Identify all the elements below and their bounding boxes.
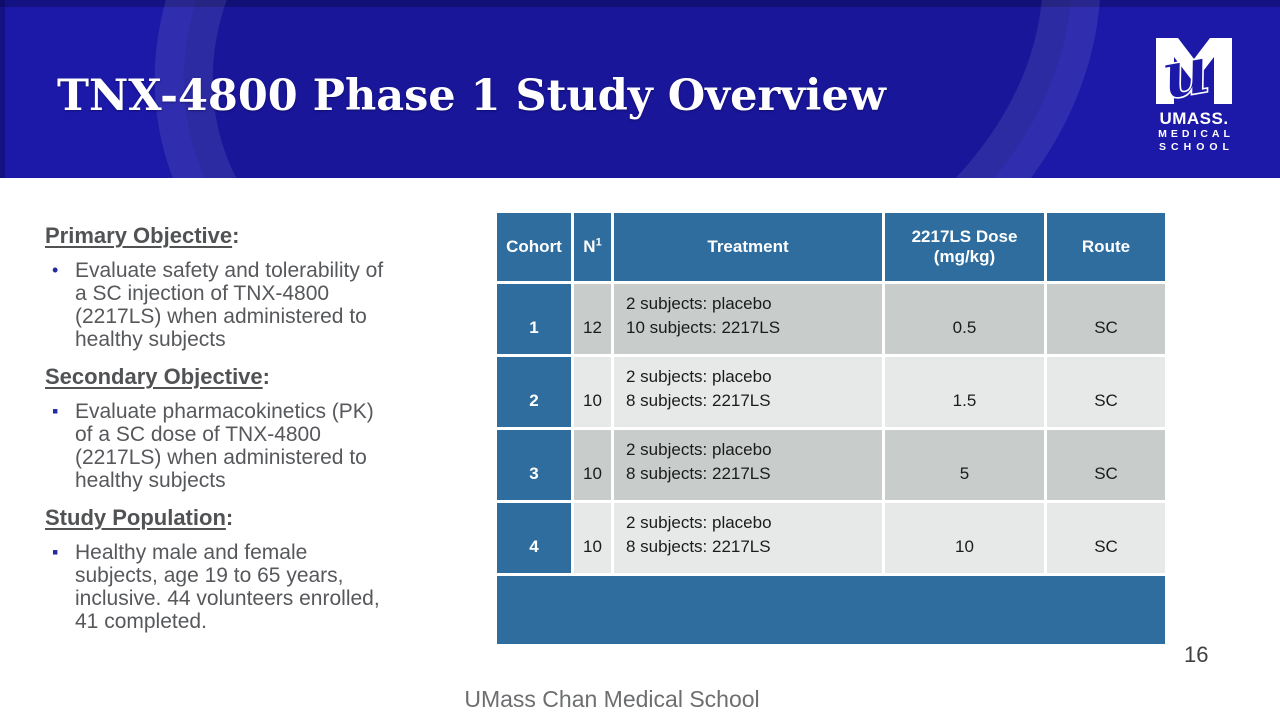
route-cell: SC [1047, 357, 1165, 427]
section-heading: Secondary Objective: [45, 364, 270, 389]
banner-swoosh-icon [154, 0, 1101, 178]
n-cell: 10 [574, 357, 611, 427]
bullet-marker: ▪ [52, 542, 59, 562]
treatment-line: 2 subjects: placebo [626, 513, 772, 532]
bullet-line: (2217LS) when administered to [75, 305, 367, 328]
page-number: 16 [1184, 642, 1209, 667]
bullet-line: (2217LS) when administered to [75, 446, 367, 469]
table-footer-band [497, 576, 1165, 644]
treatment-cell: 2 subjects: placebo 8 subjects: 2217LS [614, 430, 882, 500]
page-title: TNX-4800 Phase 1 Study Overview [57, 71, 886, 121]
dose-cell: 0.5 [885, 284, 1044, 354]
n-cell: 10 [574, 503, 611, 573]
dose-cell: 10 [885, 503, 1044, 573]
treatment-line: 8 subjects: 2217LS [626, 464, 771, 483]
route-cell: SC [1047, 503, 1165, 573]
logo-m-shape [1156, 38, 1232, 104]
treatment-cell: 2 subjects: placebo 8 subjects: 2217LS [614, 357, 882, 427]
treatment-cell: 2 subjects: placebo 10 subjects: 2217LS [614, 284, 882, 354]
n-cell: 10 [574, 430, 611, 500]
bullet-item: ▪ Evaluate pharmacokinetics (PK) of a SC… [45, 400, 465, 492]
bullet-line: Evaluate safety and tolerability of [75, 259, 384, 282]
bullet-text: Evaluate safety and tolerability of a SC… [75, 259, 383, 351]
bullet-text: Evaluate pharmacokinetics (PK) of a SC d… [75, 400, 374, 492]
header-cell-cohort: Cohort [497, 213, 571, 281]
treatment-line: 2 subjects: placebo [626, 294, 772, 313]
bullet-marker: • [52, 260, 59, 280]
treatment-line: 2 subjects: placebo [626, 367, 772, 386]
dose-cell: 1.5 [885, 357, 1044, 427]
cohort-table-grid: Cohort N1 Treatment 2217LS Dose (mg/kg) … [497, 213, 1165, 573]
treatment-line: 10 subjects: 2217LS [626, 318, 781, 337]
heading-colon: : [232, 223, 240, 248]
header-cell-dose: 2217LS Dose (mg/kg) [885, 213, 1044, 281]
bullet-line: of a SC dose of TNX-4800 [75, 423, 321, 446]
cohort-cell: 2 [497, 357, 571, 427]
header-cell-treatment: Treatment [614, 213, 882, 281]
bullet-item: • Evaluate safety and tolerability of a … [45, 259, 465, 351]
objectives-panel: Primary Objective: • Evaluate safety and… [45, 222, 465, 645]
bullet-line: Healthy male and female [75, 541, 308, 564]
header-cell-route: Route [1047, 213, 1165, 281]
treatment-line: 8 subjects: 2217LS [626, 391, 771, 410]
section-heading: Study Population: [45, 505, 234, 530]
umass-logo: u UMASS. MEDICAL SCHOOL [1148, 29, 1240, 154]
treatment-cell: 2 subjects: placebo 8 subjects: 2217LS [614, 503, 882, 573]
bullet-line: healthy subjects [75, 469, 226, 492]
n-cell: 12 [574, 284, 611, 354]
heading-colon: : [225, 505, 234, 530]
section-primary-objective: Primary Objective: • Evaluate safety and… [45, 222, 465, 351]
bullet-line: 41 completed. [75, 610, 207, 633]
umass-monogram-icon: u [1148, 29, 1240, 116]
bullet-text: Healthy male and female subjects, age 19… [75, 541, 380, 633]
bullet-line: subjects, age 19 to 65 years, [75, 564, 344, 587]
logo-medical-text: MEDICAL [1158, 128, 1234, 140]
cohort-cell: 1 [497, 284, 571, 354]
header-cell-n: N1 [574, 213, 611, 281]
bullet-item: ▪ Healthy male and female subjects, age … [45, 541, 465, 633]
n-superscript: 1 [595, 236, 602, 249]
heading-colon: : [262, 364, 270, 389]
footer-text: UMass Chan Medical School [464, 686, 760, 712]
cohort-cell: 3 [497, 430, 571, 500]
bullet-line: a SC injection of TNX-4800 [75, 282, 330, 305]
section-secondary-objective: Secondary Objective: ▪ Evaluate pharmaco… [45, 363, 465, 492]
title-banner: TNX-4800 Phase 1 Study Overview u UMASS.… [0, 0, 1280, 178]
cohort-cell: 4 [497, 503, 571, 573]
dose-cell: 5 [885, 430, 1044, 500]
bullet-line: Evaluate pharmacokinetics (PK) [75, 400, 374, 423]
treatment-line: 8 subjects: 2217LS [626, 537, 771, 556]
treatment-line: 2 subjects: placebo [626, 440, 772, 459]
section-heading: Primary Objective: [45, 223, 240, 248]
logo-umass-text: UMASS. [1159, 109, 1229, 128]
section-study-population: Study Population: ▪ Healthy male and fem… [45, 504, 465, 633]
logo-school-text: SCHOOL [1159, 141, 1234, 153]
bullet-line: inclusive. 44 volunteers enrolled, [75, 587, 380, 610]
route-cell: SC [1047, 284, 1165, 354]
bullet-marker: ▪ [52, 401, 59, 421]
cohort-table: Cohort N1 Treatment 2217LS Dose (mg/kg) … [497, 213, 1165, 644]
bullet-line: healthy subjects [75, 328, 226, 351]
route-cell: SC [1047, 430, 1165, 500]
